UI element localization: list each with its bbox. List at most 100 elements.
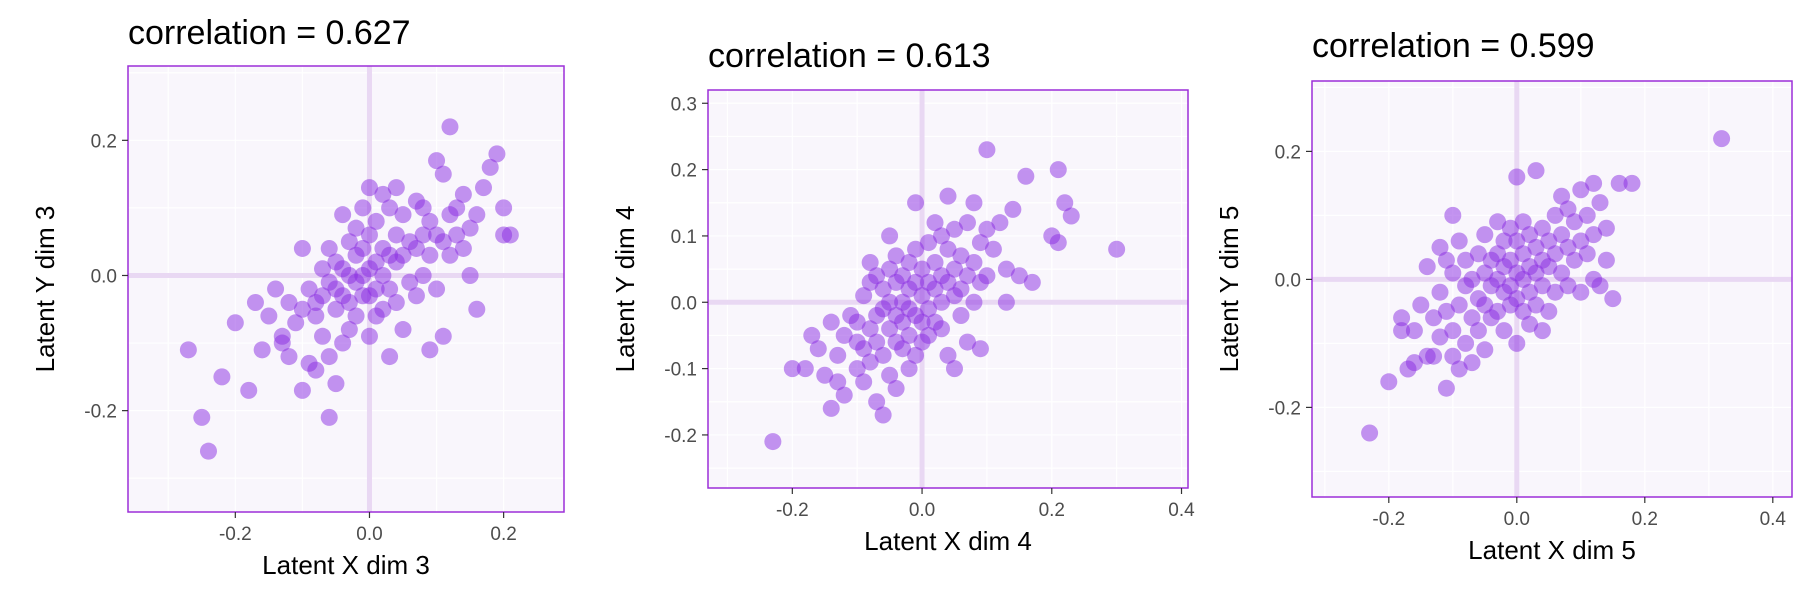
data-point (926, 253, 944, 271)
data-point (1425, 309, 1443, 327)
data-point (1469, 322, 1487, 340)
data-point (958, 333, 976, 351)
chart-title: correlation = 0.599 (1312, 27, 1595, 65)
data-point (1521, 315, 1539, 333)
data-point (441, 246, 459, 264)
data-point (488, 145, 506, 163)
data-point (1585, 174, 1603, 192)
y-tick-label: -0.1 (664, 360, 697, 381)
x-axis-title: Latent X dim 5 (1468, 535, 1636, 565)
data-point (1591, 194, 1609, 212)
data-point (1444, 264, 1462, 282)
data-point (1610, 174, 1628, 192)
data-point (260, 307, 278, 325)
data-point (1405, 354, 1423, 372)
data-point (300, 280, 318, 298)
data-point (1501, 219, 1519, 237)
data-point (1444, 347, 1462, 365)
data-point (978, 267, 996, 285)
data-point (1108, 240, 1126, 258)
data-point (1476, 341, 1494, 359)
data-point (320, 408, 338, 426)
data-point (894, 313, 912, 331)
panel-border (707, 89, 1189, 489)
data-point (1591, 277, 1609, 295)
data-point (314, 260, 332, 278)
chart-panel-3: -0.2 0.0 0.2 0.4 -0.2 0.0 0.2 correlation = 0.5… (1214, 27, 1793, 565)
data-point (253, 341, 271, 359)
data-point (1565, 251, 1583, 269)
data-point (1450, 232, 1468, 250)
data-point (997, 293, 1015, 311)
data-point (394, 246, 412, 264)
data-point (381, 199, 399, 217)
data-point (1495, 232, 1513, 250)
data-point (481, 158, 499, 176)
data-point (971, 340, 989, 358)
data-point (461, 219, 479, 237)
data-point (1062, 207, 1080, 225)
data-point (887, 247, 905, 265)
data-point (829, 373, 847, 391)
data-point (327, 375, 345, 393)
data-point (461, 266, 479, 284)
data-point (1457, 251, 1475, 269)
data-point (428, 152, 446, 170)
data-point (1476, 296, 1494, 314)
y-tick-label: 0.2 (671, 161, 697, 182)
x-tick-label: 0.2 (490, 524, 516, 545)
data-point (1501, 251, 1519, 269)
data-point (952, 307, 970, 325)
data-point (1450, 296, 1468, 314)
data-point (894, 267, 912, 285)
data-point (1508, 232, 1526, 250)
data-point (421, 246, 439, 264)
data-point (907, 194, 925, 212)
data-point (1405, 322, 1423, 340)
data-point (1489, 302, 1507, 320)
data-point (997, 260, 1015, 278)
data-point (978, 220, 996, 238)
data-point (1004, 200, 1022, 218)
y-axis-title: Latent Y dim 4 (610, 206, 640, 373)
data-point (829, 346, 847, 364)
data-point (360, 179, 378, 197)
chart-title: correlation = 0.613 (708, 37, 991, 75)
data-point (874, 280, 892, 298)
data-point (454, 185, 472, 203)
data-point (835, 326, 853, 344)
data-point (394, 321, 412, 339)
data-point (1553, 187, 1571, 205)
data-point (354, 239, 372, 257)
data-point (1514, 213, 1532, 231)
data-point (327, 300, 345, 318)
data-point (900, 326, 918, 344)
data-point (374, 185, 392, 203)
data-point (1431, 238, 1449, 256)
data-point (958, 267, 976, 285)
data-point (1540, 232, 1558, 250)
data-point (1540, 302, 1558, 320)
data-point (1559, 238, 1577, 256)
y-tick-label: 0.0 (671, 293, 697, 314)
data-point (334, 334, 352, 352)
data-point (861, 320, 879, 338)
data-point (421, 341, 439, 359)
data-point (1623, 174, 1641, 192)
data-point (1546, 206, 1564, 224)
data-point (1521, 283, 1539, 301)
data-point (360, 226, 378, 244)
x-tick-label: 0.2 (1632, 509, 1658, 530)
data-point (193, 408, 211, 426)
data-point (796, 360, 814, 378)
data-point (1533, 322, 1551, 340)
data-point (1604, 290, 1622, 308)
data-point (280, 294, 298, 312)
data-point (907, 240, 925, 258)
data-point (267, 280, 285, 298)
data-point (367, 212, 385, 230)
data-point (881, 293, 899, 311)
data-point (1585, 226, 1603, 244)
data-point (1476, 226, 1494, 244)
x-tick-label: 0.0 (1504, 509, 1530, 530)
